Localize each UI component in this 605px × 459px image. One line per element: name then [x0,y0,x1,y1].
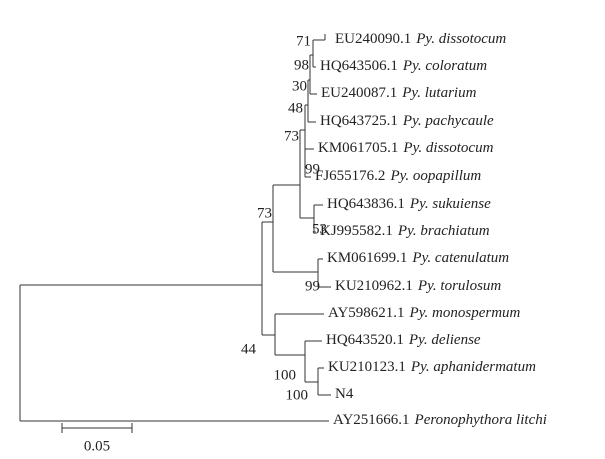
leaf-label: EU240087.1 Py. lutarium [321,85,477,101]
accession: AY251666.1 [333,412,410,428]
accession: HQ643520.1 [326,332,404,348]
bootstrap-value: 73 [257,205,272,221]
species: Py. aphanidermatum [410,359,536,375]
accession: HQ643506.1 [320,58,398,74]
bootstrap-value: 71 [296,33,311,49]
species: Py. deliense [408,332,481,348]
accession: KU210962.1 [335,278,413,294]
leaf-label: KJ995582.1 Py. brachiatum [320,223,490,239]
accession: KU210123.1 [328,359,406,375]
leaf-label: KM061699.1 Py. catenulatum [327,250,509,266]
leaf-label: N4 [335,386,354,402]
leaf-label: EU240090.1 Py. dissotocum [335,31,506,47]
accession: EU240087.1 [321,85,397,101]
bootstrap-value: 53 [312,221,327,237]
species: Py. sukuiense [409,196,491,212]
bootstrap-value: 98 [294,57,309,73]
species: Py. pachycaule [402,113,494,129]
scale-label: 0.05 [84,438,110,454]
accession: KM061699.1 [327,250,407,266]
accession: KM061705.1 [318,140,398,156]
leaf-label: KU210962.1 Py. torulosum [335,278,501,294]
accession: KJ995582.1 [320,223,393,239]
leaf-label: HQ643506.1 Py. coloratum [320,58,487,74]
species: Py. brachiatum [397,223,490,239]
bootstrap-value: 30 [292,78,307,94]
bootstrap-value: 48 [288,100,303,116]
bootstrap-value: 100 [286,387,309,403]
species: Py. dissotocum [415,31,506,47]
leaf-label: HQ643520.1 Py. deliense [326,332,481,348]
bootstrap-value: 99 [305,278,320,294]
species: Py. dissotocum [402,140,493,156]
bootstrap-value: 44 [241,341,257,357]
species: Py. monospermum [409,305,521,321]
accession: EU240090.1 [335,31,411,47]
leaf-label: KM061705.1 Py. dissotocum [318,140,494,156]
bootstrap-value: 99 [305,161,320,177]
species: Py. catenulatum [411,250,509,266]
tree-branches [19,34,331,433]
leaf-label: KU210123.1 Py. aphanidermatum [328,359,536,375]
leaf-label: HQ643836.1 Py. sukuiense [327,196,491,212]
leaf-label: HQ643725.1 Py. pachycaule [320,113,494,129]
leaf-label: AY598621.1 Py. monospermum [328,305,521,321]
species: Py. torulosum [417,278,502,294]
accession: FJ655176.2 [315,168,385,184]
species: Py. coloratum [402,58,487,74]
leaf-label: FJ655176.2 Py. oopapillum [315,168,481,184]
accession: HQ643836.1 [327,196,405,212]
leaf-label: AY251666.1 Peronophythora litchi [333,412,547,428]
species: Py. oopapillum [389,168,481,184]
bootstrap-value: 73 [284,128,299,144]
accession: AY598621.1 [328,305,405,321]
species: Py. lutarium [401,85,476,101]
bootstrap-value: 100 [274,367,297,383]
species: Peronophythora litchi [414,412,547,428]
accession: N4 [335,386,354,402]
accession: HQ643725.1 [320,113,398,129]
